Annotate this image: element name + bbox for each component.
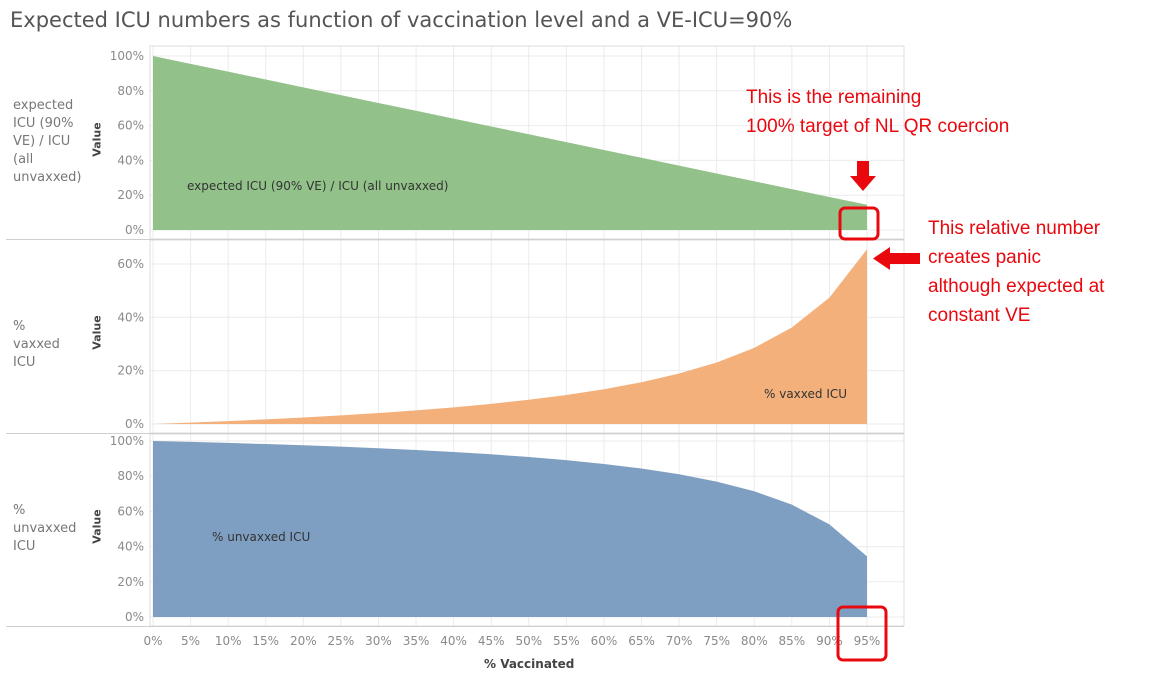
y-tick-label: 40%: [117, 153, 144, 167]
left-arrow-shaft: [890, 253, 920, 264]
x-tick-label: 0%: [143, 634, 162, 648]
chart-title: Expected ICU numbers as function of vacc…: [10, 8, 793, 32]
annotation-relative-number: This relative number creates panic altho…: [928, 214, 1104, 330]
x-tick-label: 15%: [252, 634, 279, 648]
y-tick-label: 60%: [117, 119, 144, 133]
annotation-relative-line1: This relative number: [928, 218, 1101, 239]
x-tick-label: 60%: [591, 634, 618, 648]
x-tick-label: 75%: [703, 634, 730, 648]
annotation-remaining-target: This is the remaining 100% target of NL …: [746, 83, 1009, 141]
y-tick-label: 80%: [117, 469, 144, 483]
row-label-expected-icu: expected ICU (90% VE) / ICU (all unvaxxe…: [13, 98, 82, 185]
label-expected-icu: expected ICU (90% VE) / ICU (all unvaxxe…: [187, 179, 448, 193]
down-arrow-shaft: [857, 161, 869, 176]
row-label-vaxxed-icu: % vaxxed ICU: [13, 319, 60, 370]
y-tick-label: 0%: [125, 610, 144, 624]
y-tick-label: 20%: [117, 364, 144, 378]
annotation-relative-line3: although expected at: [928, 276, 1105, 297]
y-tick-label: 60%: [117, 257, 144, 271]
left-arrow-head: [873, 247, 890, 270]
x-tick-label: 45%: [478, 634, 505, 648]
area-unvaxxed-icu: [153, 441, 867, 617]
annotation-relative-line4: constant VE: [928, 305, 1031, 326]
x-axis-title: % Vaccinated: [484, 657, 575, 671]
x-tick-label: 90%: [816, 634, 843, 648]
y-tick-label: 0%: [125, 223, 144, 237]
y-tick-label: 40%: [117, 540, 144, 554]
x-tick-label: 5%: [181, 634, 200, 648]
x-tick-label: 40%: [440, 634, 467, 648]
y-tick-label: 20%: [117, 575, 144, 589]
annotation-remaining-line2: 100% target of NL QR coercion: [746, 116, 1010, 137]
annotation-remaining-line1: This is the remaining: [746, 87, 922, 108]
x-tick-label: 50%: [515, 634, 542, 648]
x-tick-label: 55%: [553, 634, 580, 648]
label-vaxxed-icu: % vaxxed ICU: [764, 387, 847, 401]
x-tick-label: 95%: [854, 634, 881, 648]
x-tick-label: 80%: [741, 634, 768, 648]
annotation-relative-line2: creates panic: [928, 247, 1042, 268]
label-unvaxxed-icu: % unvaxxed ICU: [212, 530, 310, 544]
x-tick-label: 10%: [215, 634, 242, 648]
y-tick-label: 60%: [117, 504, 144, 518]
x-tick-label: 25%: [328, 634, 355, 648]
x-tick-label: 20%: [290, 634, 317, 648]
x-tick-label: 65%: [628, 634, 655, 648]
x-tick-label: 30%: [365, 634, 392, 648]
y-tick-label: 100%: [110, 434, 144, 448]
y-tick-label: 80%: [117, 84, 144, 98]
down-arrow-head: [850, 176, 876, 191]
y-tick-label: 40%: [117, 310, 144, 324]
x-tick-label: 85%: [779, 634, 806, 648]
row-label-unvaxxed-icu: % unvaxxed ICU: [13, 503, 77, 554]
y-tick-label: 0%: [125, 417, 144, 431]
x-tick-label: 35%: [403, 634, 430, 648]
x-tick-label: 70%: [666, 634, 693, 648]
highlight-box-95: [836, 605, 888, 662]
y-tick-label: 100%: [110, 49, 144, 63]
y-tick-label: 20%: [117, 188, 144, 202]
highlight-box-top: [838, 206, 880, 241]
area-expected-icu: [153, 56, 867, 230]
area-vaxxed-icu: [153, 249, 867, 424]
